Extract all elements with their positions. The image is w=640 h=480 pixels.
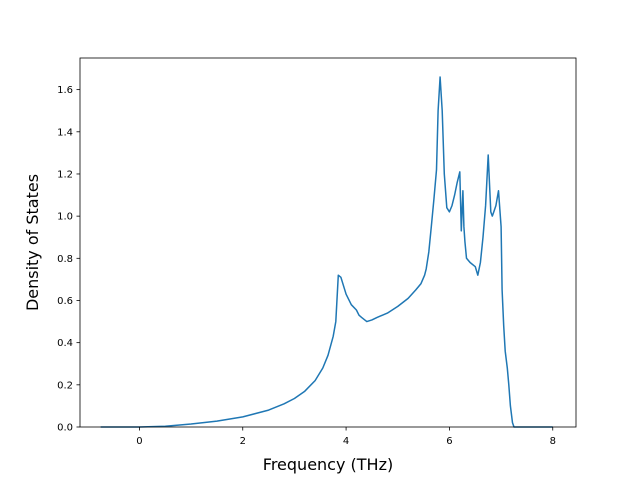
y-tick-label: 0.8 bbox=[57, 254, 73, 265]
x-axis-label: Frequency (THz) bbox=[263, 455, 393, 474]
y-tick-label: 1.6 bbox=[57, 85, 73, 96]
y-tick-label: 0.4 bbox=[57, 338, 73, 349]
y-tick-label: 1.2 bbox=[57, 169, 73, 180]
y-tick-label: 1.4 bbox=[57, 127, 73, 138]
y-axis-ticks: 0.0 0.2 0.4 0.6 0.8 1.0 1.2 1.4 1.6 bbox=[57, 85, 80, 434]
y-axis-label: Density of States bbox=[23, 174, 42, 311]
x-tick-label: 0 bbox=[136, 436, 142, 447]
x-tick-label: 4 bbox=[343, 436, 349, 447]
axes-frame bbox=[79, 57, 577, 428]
dos-line bbox=[100, 76, 553, 428]
y-tick-label: 0.6 bbox=[57, 296, 73, 307]
y-tick-label: 0.2 bbox=[57, 380, 73, 391]
x-tick-label: 8 bbox=[550, 436, 556, 447]
x-tick-label: 6 bbox=[446, 436, 452, 447]
y-tick-label: 1.0 bbox=[57, 212, 73, 223]
x-axis-ticks: 0 2 4 6 8 bbox=[136, 427, 556, 447]
x-tick-label: 2 bbox=[240, 436, 246, 447]
y-tick-label: 0.0 bbox=[57, 423, 73, 434]
